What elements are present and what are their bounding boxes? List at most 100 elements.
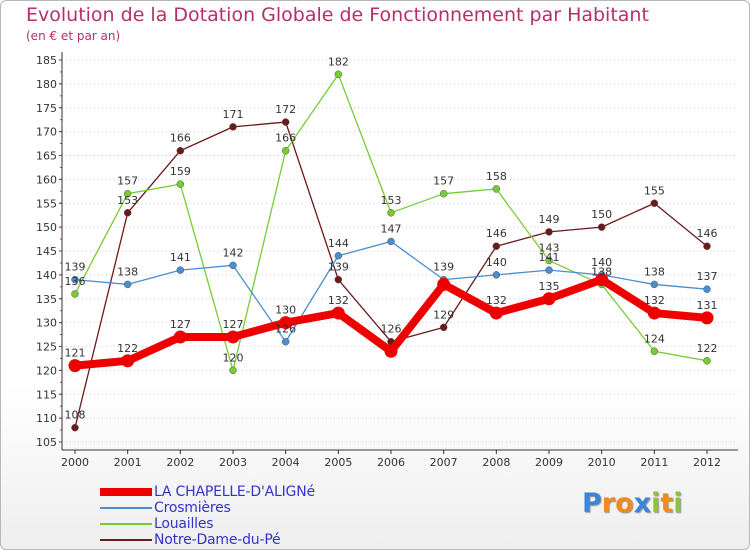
data-point — [700, 311, 714, 325]
data-point — [545, 266, 553, 274]
logo-letter: r — [601, 488, 616, 519]
data-point — [597, 223, 606, 231]
data-point — [650, 280, 659, 289]
y-tick-label: 170 — [36, 126, 57, 139]
data-label: 121 — [65, 347, 86, 360]
data-label: 138 — [644, 265, 665, 278]
data-point — [279, 316, 293, 330]
y-tick-label: 105 — [36, 436, 57, 449]
data-point — [647, 306, 661, 320]
data-point — [439, 189, 448, 198]
y-tick-label: 160 — [36, 173, 57, 186]
data-label: 158 — [486, 170, 507, 183]
x-tick-label: 2006 — [377, 456, 405, 469]
y-tick-label: 150 — [36, 221, 57, 234]
logo-letter: i — [651, 488, 661, 519]
data-point — [123, 209, 132, 217]
data-point — [123, 189, 132, 198]
data-label: 139 — [65, 261, 86, 274]
data-point — [650, 199, 659, 207]
data-point — [492, 242, 501, 250]
y-tick-label: 155 — [36, 197, 57, 210]
data-label: 142 — [223, 246, 244, 259]
legend-label: Louailles — [154, 516, 214, 532]
data-point — [492, 271, 501, 279]
y-tick-label: 185 — [36, 54, 57, 67]
y-tick-label: 140 — [36, 269, 57, 282]
data-point — [71, 290, 79, 298]
data-point — [545, 228, 553, 236]
data-label: 182 — [328, 55, 349, 68]
y-tick-label: 135 — [36, 293, 57, 306]
legend-swatch — [100, 539, 152, 541]
data-label: 157 — [117, 175, 138, 188]
data-point — [334, 275, 343, 284]
data-label: 144 — [328, 237, 349, 250]
x-tick-label: 2001 — [114, 456, 142, 469]
proxiti-logo: Proxiti — [582, 488, 683, 519]
legend-item: Louailles — [100, 516, 400, 532]
chart-title: Evolution de la Dotation Globale de Fonc… — [26, 4, 649, 26]
data-label: 140 — [486, 256, 507, 269]
data-label: 153 — [381, 194, 402, 207]
data-label: 139 — [328, 261, 349, 274]
data-label: 126 — [275, 323, 296, 336]
logo-letter: x — [633, 488, 652, 519]
x-tick-label: 2003 — [219, 456, 247, 469]
data-label: 127 — [223, 318, 244, 331]
x-tick-label: 2010 — [588, 456, 616, 469]
logo-letter: t — [660, 488, 674, 519]
data-label: 132 — [328, 294, 349, 307]
data-point — [650, 347, 659, 356]
data-point — [331, 306, 345, 320]
data-label: 143 — [539, 242, 560, 255]
data-label: 159 — [170, 165, 191, 178]
data-label: 166 — [275, 132, 296, 145]
data-point — [387, 209, 395, 217]
x-tick-label: 2000 — [61, 456, 89, 469]
legend-label: Crosmières — [154, 500, 231, 516]
x-tick-label: 2012 — [693, 456, 721, 469]
x-tick-label: 2011 — [640, 456, 668, 469]
data-label: 157 — [433, 175, 454, 188]
data-point — [437, 277, 451, 291]
data-label: 171 — [223, 108, 244, 121]
data-point — [71, 275, 79, 284]
data-point — [176, 146, 185, 155]
data-point — [595, 273, 609, 287]
data-label: 126 — [381, 323, 402, 336]
x-tick-label: 2007 — [430, 456, 458, 469]
data-point — [542, 292, 556, 306]
data-label: 138 — [591, 265, 612, 278]
data-label: 132 — [486, 294, 507, 307]
legend-item: Crosmières — [100, 500, 400, 516]
data-point — [439, 323, 448, 332]
data-label: 138 — [117, 265, 138, 278]
data-point — [281, 118, 290, 126]
logo-letter: P — [582, 488, 602, 519]
data-point — [334, 70, 343, 79]
data-label: 153 — [117, 194, 138, 207]
x-tick-label: 2002 — [166, 456, 194, 469]
y-tick-label: 165 — [36, 150, 57, 163]
data-label: 149 — [539, 213, 560, 226]
logo-letter: i — [673, 488, 683, 519]
y-tick-label: 130 — [36, 317, 57, 330]
data-point — [229, 261, 237, 270]
data-label: 146 — [486, 227, 507, 240]
legend-item: Notre-Dame-du-Pé — [100, 532, 400, 548]
data-label: 129 — [433, 308, 454, 321]
data-label: 141 — [170, 251, 191, 264]
data-point — [176, 180, 185, 188]
data-label: 155 — [644, 184, 665, 197]
data-point — [334, 252, 343, 260]
data-label: 131 — [697, 299, 718, 312]
data-point — [387, 237, 395, 246]
x-tick-label: 2004 — [272, 456, 300, 469]
data-label: 140 — [591, 256, 612, 269]
data-label: 120 — [223, 351, 244, 364]
y-tick-label: 145 — [36, 245, 57, 258]
data-label: 108 — [65, 409, 86, 422]
data-point — [545, 256, 553, 265]
